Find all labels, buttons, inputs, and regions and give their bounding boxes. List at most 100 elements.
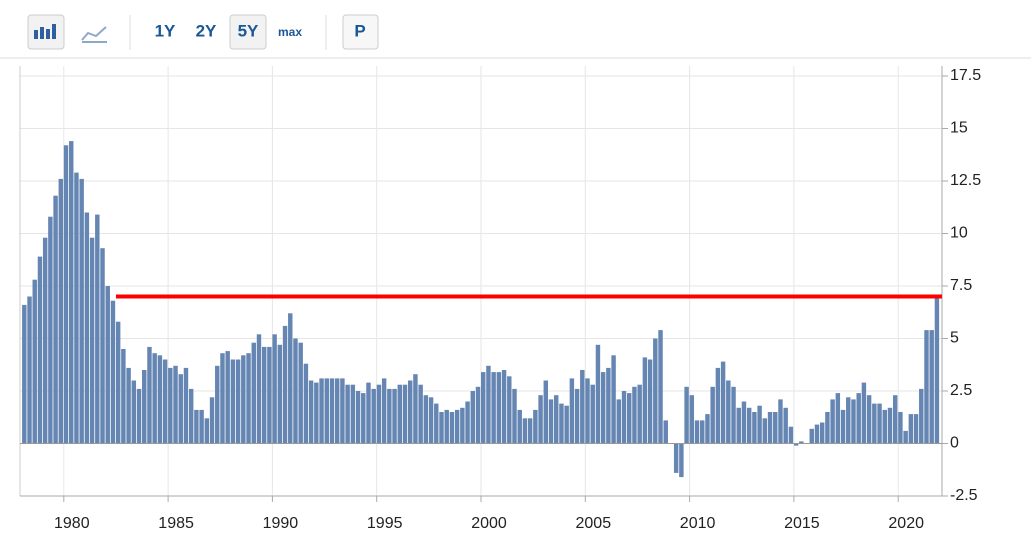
plot: -2.5 0 2.5 5 7.5 10 12.5 15 17.5 1980 1985 1990 1995… [19,66,981,532]
bar [731,386,736,444]
bar [793,443,799,446]
bar [548,399,554,444]
bar [126,367,131,444]
bar [924,330,929,444]
bar [110,300,116,444]
bar [903,430,908,444]
bar [355,391,361,444]
bar [407,380,413,444]
x-tick-label: 1990 [263,515,299,532]
bar [689,395,695,444]
bar [84,212,90,444]
bar [486,365,491,444]
bar [162,359,168,444]
bar [324,378,329,444]
range-button-active[interactable] [229,14,267,50]
bar [621,391,627,444]
bar [376,384,382,444]
bar [580,370,585,444]
bar [684,386,689,444]
bar [762,418,768,444]
bar [267,346,272,444]
bar [595,344,601,444]
range-button[interactable]: 1Y [155,21,176,40]
bar [168,367,173,444]
bar [929,330,934,444]
bar [32,279,37,444]
bar [673,443,679,473]
bar [439,412,444,444]
bar [277,344,283,444]
bar [361,393,366,444]
bar [215,365,220,444]
bar [726,380,731,444]
bar [554,395,559,444]
bar [866,395,872,444]
print-button-label[interactable]: P [354,21,365,40]
bar [460,407,465,444]
bar [225,351,230,444]
bar [199,409,204,444]
bar [470,391,476,444]
bar [147,346,152,444]
bar [246,353,251,444]
bar [261,346,267,444]
bar [543,380,549,444]
bar [527,418,533,444]
bar [366,382,371,444]
bar [308,380,314,444]
x-tick-label: 2015 [784,515,820,532]
bar [334,378,340,444]
bar [632,386,637,444]
bar [913,414,919,444]
bar [449,412,455,444]
range-button[interactable]: 5Y [238,21,259,40]
x-tick-label: 2000 [471,515,507,532]
bar [53,195,58,444]
bar [95,214,100,444]
bar [340,378,345,444]
bar [830,399,835,444]
bar [142,370,147,444]
bar [840,409,846,444]
bar [58,178,64,444]
range-button[interactable]: max [278,25,302,39]
bar [272,334,277,444]
bar [653,338,658,444]
bar [898,412,903,444]
bar [720,361,726,444]
bar [642,357,648,444]
bar [611,355,616,444]
bar [861,382,867,444]
bar [507,376,512,444]
bar [105,286,110,444]
bar [115,321,121,444]
bar [788,426,794,444]
line-view-button[interactable] [81,26,107,43]
bar [491,372,496,444]
x-tick-label: 2020 [888,515,924,532]
bar [209,397,215,444]
bar [131,380,137,444]
bar [188,388,194,444]
print-button[interactable] [342,14,379,50]
bar [600,372,606,444]
bar [42,237,48,444]
bar [22,304,27,444]
bar [387,388,392,444]
bar [381,378,387,444]
bar [658,330,663,444]
bar [663,420,668,444]
range-button[interactable]: 2Y [196,21,217,40]
bar [392,388,397,444]
bar [679,443,684,478]
bar [809,428,814,444]
bar [152,353,157,444]
bar [444,409,449,444]
x-tick-label: 1985 [158,515,194,532]
bar [251,342,256,444]
bar [700,420,705,444]
bar [413,374,418,444]
